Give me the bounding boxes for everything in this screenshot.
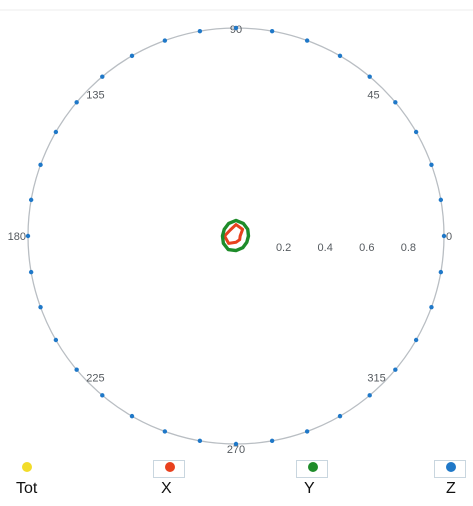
series-z-point-13 [100,74,105,79]
legend-item-y[interactable]: Y [294,458,334,506]
series-x-line [223,223,245,245]
series-z-point-33 [413,337,419,343]
series-z-point-31 [367,393,372,398]
series-z-point-0 [441,233,447,239]
radial-tick-label-0.6: 0.6 [359,242,374,254]
series-z-point-21 [53,337,59,343]
angle-tick-label-225: 225 [86,372,104,384]
series-z-point-28 [269,438,275,444]
series-z-point-29 [304,429,310,434]
angle-tick-label-315: 315 [367,372,385,384]
series-z-point-34 [429,304,434,310]
series-z-point-10 [197,28,203,34]
series-z-point-22 [74,367,79,372]
series-z-point-7 [304,38,310,43]
series-z-point-27 [233,441,239,447]
legend-marker-tot [22,462,32,472]
series-z-point-17 [28,197,34,203]
legend-label-x: X [161,480,172,497]
radial-tick-label-0.2: 0.2 [276,242,291,254]
legend-marker-z [446,462,456,472]
angle-tick-label-45: 45 [367,90,379,102]
series-z-point-30 [337,413,343,419]
legend-marker-y [308,462,318,472]
series-z-point-14 [74,100,79,105]
series-z-point-26 [197,438,203,444]
series-z-point-12 [129,53,135,59]
series-z-point-15 [53,129,59,135]
series-z-point-4 [393,100,398,105]
series-z-point-11 [162,38,168,43]
angle-tick-label-0: 0 [446,231,452,243]
angle-tick-label-135: 135 [86,90,104,102]
legend-item-x[interactable]: X [151,458,191,506]
series-z-point-23 [100,393,105,398]
angle-tick-label-270: 270 [227,444,245,456]
plot-area: 045901351802252703150.20.40.60.8 [0,9,473,456]
legend-marker-x [165,462,175,472]
series-z-point-1 [438,197,444,203]
series-y-line [220,218,251,253]
legend-label-tot: Tot [16,480,38,497]
legend-label-z: Z [446,480,456,497]
series-z-point-24 [129,413,135,419]
series-z-point-32 [393,367,398,372]
series-z-point-6 [337,53,343,59]
series-z-point-35 [438,269,444,275]
legend-item-z[interactable]: Z [432,458,472,506]
legend-item-tot[interactable]: Tot [16,458,56,506]
series-z-point-20 [38,304,43,310]
series-z-point-5 [367,74,372,79]
series-z-point-8 [269,28,275,34]
series-z-point-18 [25,233,31,239]
series-z-point-25 [162,429,168,434]
series-z-point-3 [413,129,419,135]
series-z-point-19 [28,269,34,275]
series-z-point-2 [429,162,434,168]
angle-tick-label-180: 180 [8,231,26,243]
series-z-point-16 [38,162,43,168]
series-z-point-9 [233,25,239,31]
legend-label-y: Y [304,480,315,497]
radial-tick-label-0.4: 0.4 [318,242,333,254]
legend: Tot X Y Z [0,458,473,506]
radial-tick-label-0.8: 0.8 [401,242,416,254]
